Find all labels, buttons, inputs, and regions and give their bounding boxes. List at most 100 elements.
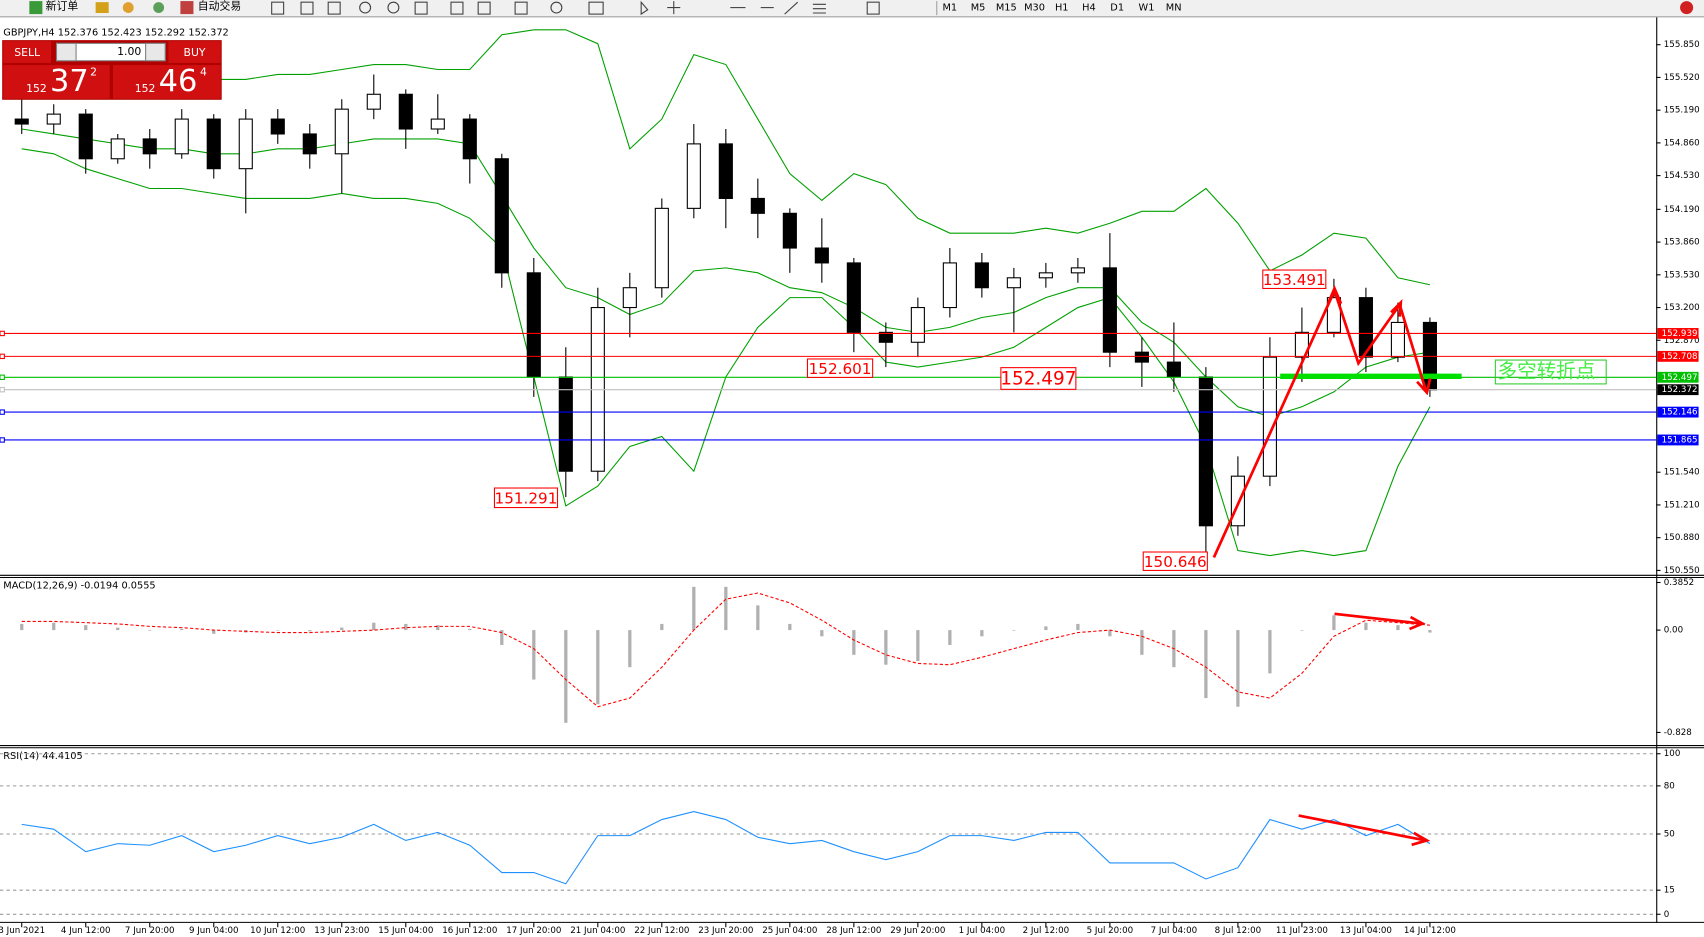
tool-icon[interactable] bbox=[550, 1, 563, 14]
x-tick-label: 4 Jun 12:00 bbox=[61, 926, 111, 936]
arrow-head bbox=[1326, 285, 1343, 305]
sell-button[interactable] bbox=[3, 41, 52, 63]
tool-icon[interactable] bbox=[450, 1, 464, 15]
candle-body bbox=[526, 272, 541, 378]
y-tick-label: 151.210 bbox=[1664, 500, 1700, 510]
line-tool[interactable] bbox=[784, 1, 799, 15]
bollinger-upper bbox=[21, 29, 1431, 286]
tool-icon[interactable] bbox=[122, 2, 134, 14]
macd-signal bbox=[21, 592, 1430, 708]
buy-label[interactable]: BUY bbox=[184, 46, 206, 59]
candle-body bbox=[686, 143, 701, 209]
tool-icon[interactable] bbox=[327, 1, 341, 15]
macd-bar bbox=[1236, 630, 1240, 707]
candle-body bbox=[46, 113, 61, 125]
ask-box[interactable] bbox=[113, 65, 221, 99]
tool-icon[interactable] bbox=[95, 2, 109, 14]
tool-icon[interactable] bbox=[477, 1, 491, 15]
candle-body bbox=[270, 118, 285, 135]
rsi-line bbox=[21, 810, 1431, 885]
y-tick-label: 153.200 bbox=[1664, 303, 1700, 313]
annotation-label: 153.491 bbox=[1263, 271, 1326, 289]
macd-bar bbox=[980, 630, 984, 637]
period-button[interactable]: M15 bbox=[996, 3, 1017, 14]
bid-sup: 2 bbox=[90, 66, 97, 79]
candle-body bbox=[1198, 376, 1213, 527]
candle-body bbox=[942, 262, 957, 309]
x-tick-label: 21 Jun 04:00 bbox=[570, 926, 625, 936]
fibo-tool[interactable] bbox=[812, 3, 826, 14]
macd-bar bbox=[1076, 623, 1080, 631]
macd-bar bbox=[308, 630, 312, 632]
zoom-in[interactable] bbox=[359, 1, 372, 14]
zoom-out[interactable] bbox=[387, 1, 400, 14]
macd-bar bbox=[1012, 630, 1016, 631]
macd-bar bbox=[340, 627, 344, 631]
macd-bar bbox=[1140, 630, 1144, 655]
tool-icon[interactable] bbox=[588, 1, 604, 15]
annotation-label: 151.291 bbox=[495, 489, 558, 507]
arrow-head bbox=[1416, 378, 1432, 396]
annotation-box bbox=[493, 487, 559, 509]
period-button[interactable]: D1 bbox=[1110, 3, 1124, 14]
candle-body bbox=[78, 113, 93, 160]
candle-body bbox=[366, 93, 381, 110]
period-button[interactable]: MN bbox=[1166, 3, 1182, 14]
candle-body bbox=[1134, 351, 1149, 363]
candle-body bbox=[1326, 297, 1341, 333]
level-handle bbox=[0, 330, 5, 337]
macd-bar bbox=[436, 625, 440, 631]
label-tool[interactable] bbox=[866, 1, 880, 15]
notification-icon[interactable] bbox=[1680, 1, 1694, 15]
auto-trading-button[interactable]: 自动交易 bbox=[198, 0, 241, 13]
macd-bar bbox=[500, 630, 504, 645]
period-button[interactable]: M30 bbox=[1024, 3, 1045, 14]
tool-icon[interactable] bbox=[514, 1, 528, 15]
level-label: 152.146 bbox=[1662, 408, 1698, 418]
bid-box[interactable] bbox=[3, 65, 110, 99]
period-button[interactable]: H4 bbox=[1082, 3, 1096, 14]
crosshair-tool[interactable] bbox=[667, 1, 681, 15]
y-tick-label: 154.860 bbox=[1664, 138, 1700, 148]
auto-trading-icon[interactable] bbox=[180, 1, 194, 15]
annotation-label: 152.601 bbox=[809, 360, 872, 378]
tool-icon[interactable] bbox=[271, 1, 285, 15]
annotation-box bbox=[1142, 551, 1208, 571]
macd-bar bbox=[180, 628, 184, 631]
cursor-tool[interactable] bbox=[640, 0, 649, 16]
candle-body bbox=[1006, 277, 1021, 289]
new-order-icon[interactable] bbox=[29, 1, 43, 15]
candle-body bbox=[974, 262, 989, 289]
sell-label[interactable]: SELL bbox=[14, 46, 40, 59]
level-label: 152.939 bbox=[1662, 329, 1698, 339]
x-tick-label: 15 Jun 04:00 bbox=[378, 926, 433, 936]
level-label-box bbox=[1657, 350, 1699, 362]
level-label-box bbox=[1657, 371, 1699, 383]
lots-value[interactable]: 1.00 bbox=[117, 45, 141, 58]
macd-bar bbox=[756, 605, 760, 631]
lots-increase[interactable] bbox=[145, 42, 166, 62]
tool-icon[interactable] bbox=[300, 1, 314, 15]
period-button[interactable]: M5 bbox=[971, 3, 986, 14]
period-button[interactable]: W1 bbox=[1139, 3, 1155, 14]
lots-decrease[interactable] bbox=[55, 42, 77, 62]
candle-body bbox=[1262, 356, 1277, 477]
candle-body bbox=[846, 262, 861, 333]
y-tick-label: 155.520 bbox=[1664, 73, 1700, 83]
x-tick-label: 3 Jun 2021 bbox=[0, 926, 45, 936]
period-button[interactable]: M1 bbox=[942, 3, 957, 14]
buy-button[interactable] bbox=[168, 41, 221, 63]
tool-icon[interactable] bbox=[153, 2, 165, 14]
macd-bar bbox=[468, 628, 472, 631]
tool-icon[interactable] bbox=[414, 1, 428, 15]
x-tick-label: 28 Jun 12:00 bbox=[826, 926, 881, 936]
x-tick-label: 29 Jun 20:00 bbox=[890, 926, 945, 936]
level-handle bbox=[0, 409, 5, 415]
y-tick-label: 154.530 bbox=[1664, 171, 1700, 181]
period-button[interactable]: H1 bbox=[1055, 3, 1069, 14]
new-order-button[interactable]: 新订单 bbox=[46, 0, 79, 13]
candle-body bbox=[110, 138, 125, 160]
candle-body bbox=[430, 118, 445, 130]
x-tick-label: 17 Jun 20:00 bbox=[506, 926, 561, 936]
